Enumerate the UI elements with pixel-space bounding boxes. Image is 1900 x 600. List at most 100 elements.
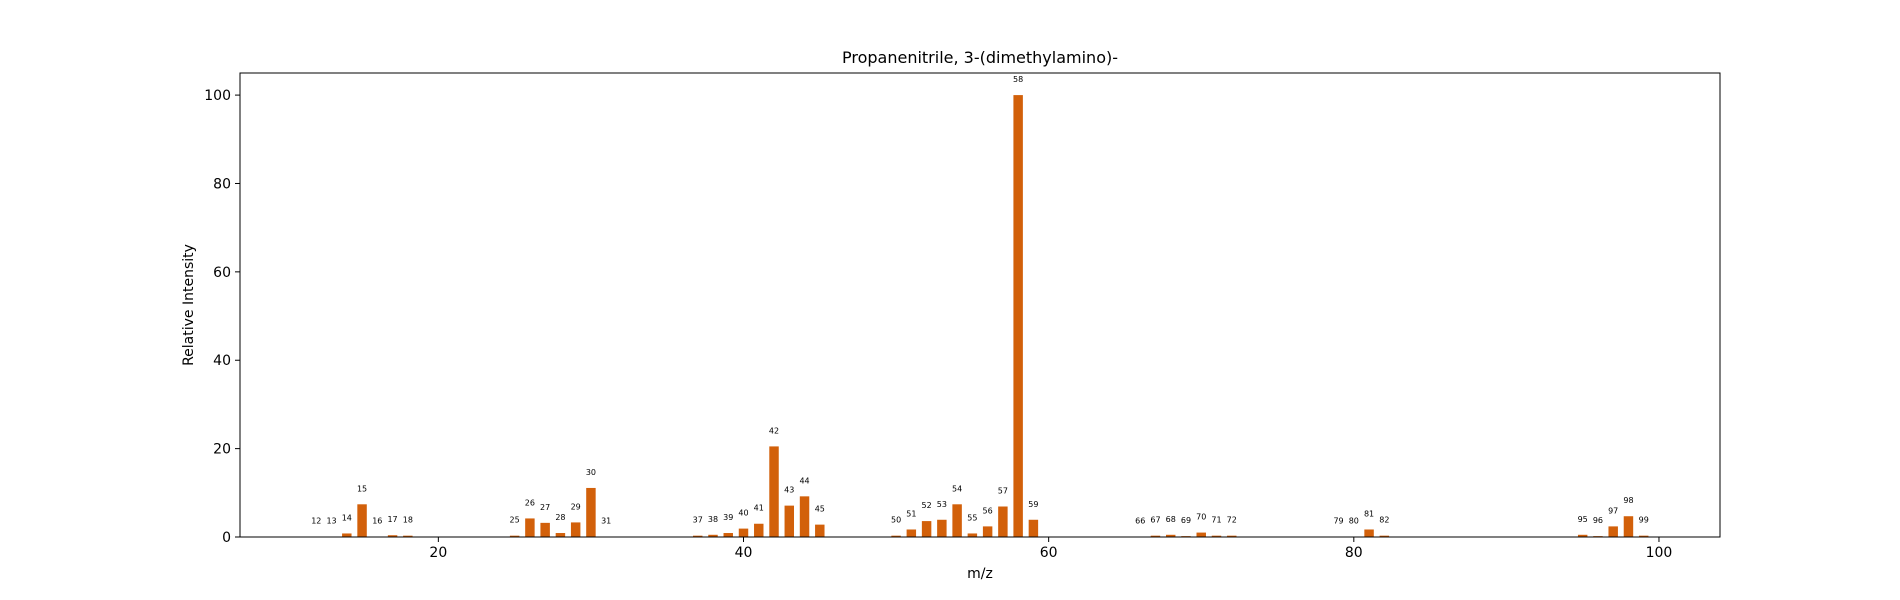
x-axis-label: m/z: [967, 566, 993, 582]
data-label: 79: [1333, 517, 1343, 526]
data-label: 18: [403, 516, 413, 525]
data-label: 72: [1227, 516, 1237, 525]
bar: [998, 506, 1008, 537]
data-label: 41: [754, 504, 764, 513]
data-label: 70: [1196, 513, 1206, 522]
data-label: 37: [693, 516, 703, 525]
data-label: 16: [372, 517, 382, 526]
data-label: 67: [1150, 516, 1160, 525]
bars-group: [311, 95, 1649, 538]
bar: [708, 534, 718, 537]
bar: [525, 518, 535, 537]
data-label: 81: [1364, 509, 1374, 518]
bar: [540, 522, 550, 537]
bar: [891, 535, 901, 537]
data-label: 38: [708, 515, 718, 524]
data-label: 80: [1349, 517, 1359, 526]
bar: [921, 521, 932, 537]
data-label: 82: [1379, 516, 1389, 525]
data-label: 28: [555, 513, 565, 522]
bar: [1364, 529, 1374, 537]
bar: [906, 529, 917, 537]
bar: [1028, 519, 1039, 537]
data-label: 29: [571, 502, 581, 511]
bar: [1211, 535, 1222, 537]
bar: [509, 535, 520, 537]
bar: [723, 533, 733, 537]
data-label: 96: [1593, 516, 1603, 525]
bar: [403, 535, 413, 537]
data-label: 56: [983, 506, 993, 515]
data-label: 12: [311, 517, 321, 526]
data-label: 58: [1013, 75, 1023, 84]
data-label: 68: [1166, 515, 1176, 524]
y-tick-label: 100: [204, 88, 231, 104]
data-label: 69: [1181, 516, 1191, 525]
bar: [738, 528, 749, 537]
data-label: 25: [510, 516, 520, 525]
bar: [586, 487, 596, 537]
bar: [1227, 535, 1237, 537]
bar: [1638, 535, 1649, 537]
bar: [1150, 535, 1161, 537]
bar: [952, 504, 962, 537]
y-tick-label: 60: [213, 265, 231, 281]
data-label: 45: [815, 505, 825, 514]
plot-frame: [239, 72, 1721, 538]
bar: [1577, 534, 1588, 537]
axis-ticks: 20 40 60 80 100 0 20 40 60 80 100: [204, 88, 1672, 561]
bar: [1623, 516, 1634, 537]
bar: [693, 535, 703, 537]
data-label: 14: [342, 513, 352, 522]
data-label: 39: [723, 513, 733, 522]
data-label: 59: [1028, 500, 1038, 509]
data-label: 13: [326, 517, 336, 526]
x-tick-label: 80: [1345, 545, 1363, 561]
data-label: 26: [525, 498, 535, 507]
bar: [1013, 95, 1023, 537]
data-label: 40: [738, 509, 748, 518]
x-tick-label: 60: [1040, 545, 1058, 561]
data-label: 66: [1135, 517, 1145, 526]
x-tick-label: 20: [429, 545, 447, 561]
bar: [937, 519, 947, 537]
y-tick-label: 40: [213, 353, 231, 369]
y-tick-label: 80: [213, 176, 231, 192]
x-tick-label: 40: [735, 545, 753, 561]
data-label: 15: [357, 484, 367, 493]
data-label: 98: [1623, 496, 1633, 505]
x-tick-label: 100: [1646, 545, 1673, 561]
data-label: 43: [784, 486, 794, 495]
bar: [799, 496, 810, 537]
bar: [342, 533, 352, 537]
data-label: 52: [922, 501, 932, 510]
bar: [769, 446, 779, 537]
bar: [570, 522, 581, 537]
y-axis-label: Relative Intensity: [181, 244, 197, 366]
data-label: 71: [1211, 516, 1221, 525]
bar: [555, 533, 566, 537]
bar: [967, 533, 978, 537]
data-label: 42: [769, 426, 779, 435]
data-label: 17: [387, 515, 397, 524]
bar: [784, 505, 795, 537]
bar: [1196, 532, 1206, 537]
bar: [357, 504, 367, 537]
data-label: 55: [967, 513, 977, 522]
bar: [1608, 526, 1618, 537]
data-label: 51: [906, 509, 916, 518]
data-label: 53: [937, 500, 947, 509]
data-label: 57: [998, 487, 1008, 496]
bar: [754, 523, 764, 537]
data-label: 44: [799, 476, 809, 485]
y-tick-label: 20: [213, 442, 231, 458]
data-label: 97: [1608, 506, 1618, 515]
data-label: 95: [1578, 515, 1588, 524]
data-labels-group: 12 13 14 15 16 17 18 25 26 27 28 29 30 31 37 38 39 40 41 42…: [311, 75, 1649, 525]
bar: [982, 526, 993, 537]
data-label: 27: [540, 503, 550, 512]
bar: [1165, 534, 1176, 537]
bar: [1379, 535, 1390, 537]
